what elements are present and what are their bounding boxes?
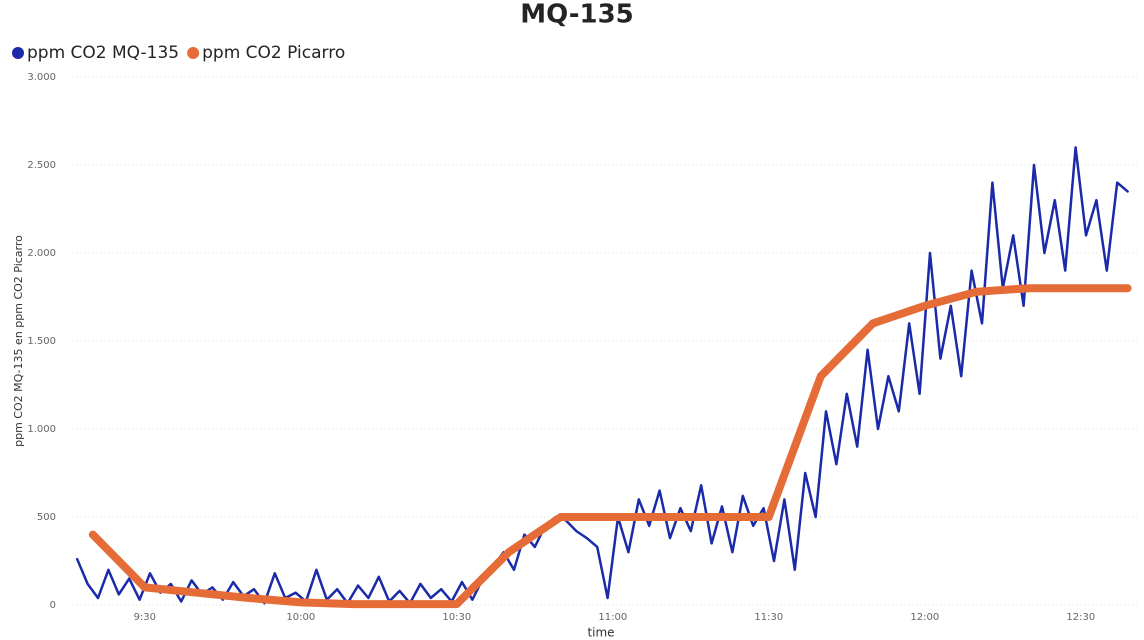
y-tick-label: 2.500 xyxy=(27,160,56,171)
x-tick-label: 11:30 xyxy=(754,612,783,623)
x-tick-label: 10:30 xyxy=(442,612,471,623)
y-tick-label: 3.000 xyxy=(27,72,56,83)
chart-title: MQ-135 xyxy=(520,0,634,30)
y-axis-label: ppm CO2 MQ-135 en ppm CO2 Picarro xyxy=(12,235,25,447)
legend-label: ppm CO2 MQ-135 xyxy=(27,43,179,63)
y-tick-label: 2.000 xyxy=(27,248,56,259)
y-tick-label: 1.500 xyxy=(27,336,56,347)
x-tick-label: 10:00 xyxy=(286,612,315,623)
x-tick-label: 11:00 xyxy=(598,612,627,623)
y-tick-label: 0 xyxy=(50,600,56,611)
x-axis-label: time xyxy=(587,626,614,640)
x-tick-label: 12:30 xyxy=(1066,612,1095,623)
legend-label: ppm CO2 Picarro xyxy=(202,43,345,63)
legend: ppm CO2 MQ-135 ppm CO2 Picarro xyxy=(12,43,345,63)
x-tick-label: 9:30 xyxy=(134,612,156,623)
y-tick-label: 1.000 xyxy=(27,424,56,435)
legend-marker xyxy=(187,47,200,59)
series-line xyxy=(88,284,1132,609)
series-line xyxy=(75,146,1129,605)
legend-marker xyxy=(12,47,24,59)
y-tick-label: 500 xyxy=(37,512,56,523)
x-tick-label: 12:00 xyxy=(910,612,939,623)
